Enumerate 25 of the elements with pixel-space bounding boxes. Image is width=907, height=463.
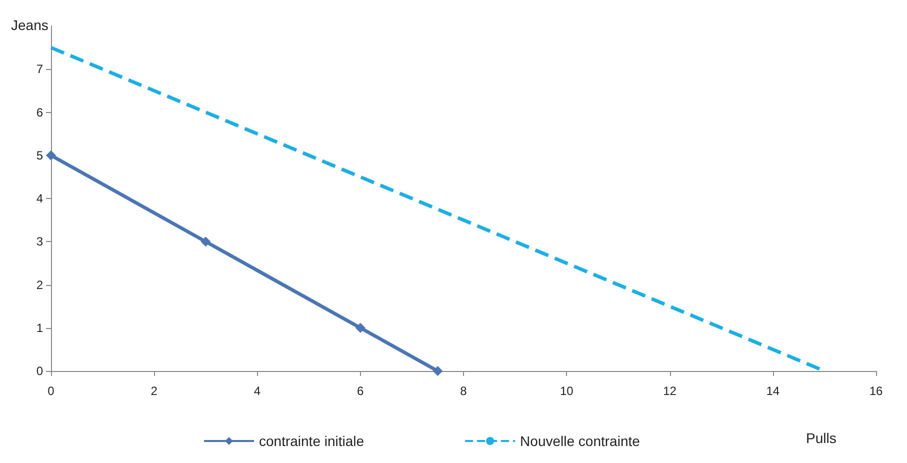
y-tick-label: 5 bbox=[36, 148, 44, 162]
point bbox=[432, 366, 443, 376]
x-tick-label: 8 bbox=[460, 384, 468, 398]
y-tick-label: 2 bbox=[36, 278, 44, 292]
x-tick-label: 0 bbox=[48, 384, 55, 398]
x-tick-label: 12 bbox=[663, 384, 677, 398]
legend-label: contrainte initiale bbox=[259, 433, 364, 449]
x-axis-title: Pulls bbox=[806, 430, 836, 446]
x-tick-label: 14 bbox=[766, 384, 780, 398]
y-tick-label: 1 bbox=[36, 320, 44, 335]
point bbox=[200, 236, 211, 247]
y-tick-label: 3 bbox=[36, 234, 44, 249]
y-tick-label: 4 bbox=[36, 192, 44, 206]
legend-label: Nouvelle contrainte bbox=[520, 433, 640, 449]
point bbox=[355, 322, 366, 333]
x-tick-label: 6 bbox=[357, 384, 364, 398]
x-tick-label: 4 bbox=[254, 384, 261, 398]
point bbox=[46, 150, 56, 160]
x-tick-label: 2 bbox=[150, 384, 158, 398]
x-tick-label: 16 bbox=[869, 384, 883, 398]
y-axis-title: Jeans bbox=[11, 17, 48, 33]
x-tick-label: 10 bbox=[560, 384, 574, 398]
y-tick-label: 6 bbox=[36, 105, 44, 120]
y-tick-label: 7 bbox=[36, 62, 44, 76]
y-tick-label: 0 bbox=[36, 364, 44, 378]
